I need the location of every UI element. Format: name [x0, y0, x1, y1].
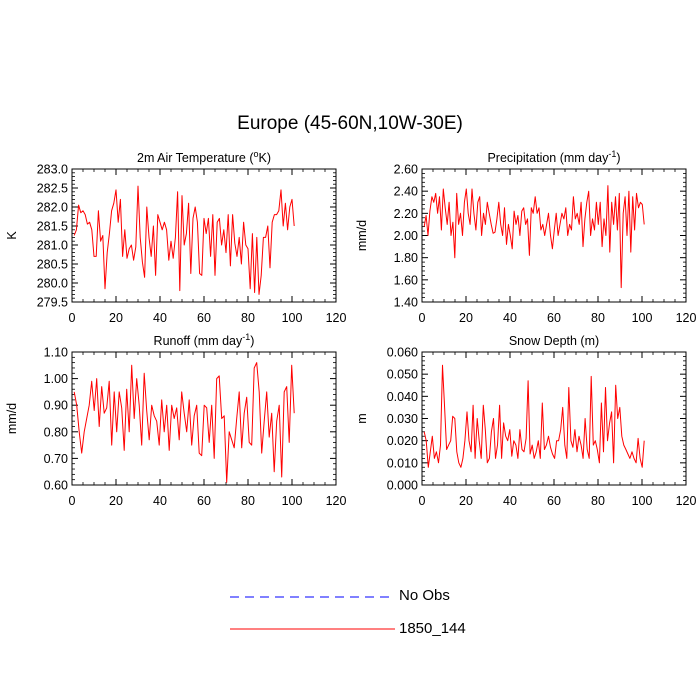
chart-title-main: Precipitation (mm day: [487, 151, 609, 165]
y-tick-label: 2.20: [394, 207, 418, 221]
y-tick-label: 281.5: [37, 220, 68, 234]
y-tick-label: 0.90: [44, 399, 68, 413]
chart-title: Runoff (mm day-1): [154, 332, 255, 348]
x-tick-label: 60: [197, 311, 211, 325]
y-tick-label: 282.5: [37, 182, 68, 196]
x-tick-label: 100: [632, 311, 653, 325]
x-tick-label: 60: [197, 494, 211, 508]
y-axis-label: mm/d: [355, 220, 369, 251]
x-tick-label: 60: [547, 311, 561, 325]
y-axis-label: mm/d: [5, 403, 19, 434]
x-tick-label: 0: [69, 494, 76, 508]
y-tick-label: 0.060: [387, 346, 418, 360]
chart-title-main: Runoff (mm day: [154, 334, 243, 348]
y-tick-label: 279.5: [37, 296, 68, 310]
y-tick-label: 2.00: [394, 229, 418, 243]
y-tick-label: 281.0: [37, 239, 68, 253]
y-tick-label: 2.60: [394, 163, 418, 177]
y-tick-label: 0.040: [387, 390, 418, 404]
x-tick-label: 20: [459, 494, 473, 508]
plot-frame: [71, 168, 337, 303]
series-line-1850_144: [73, 362, 295, 483]
chart-title-main: 2m Air Temperature (: [137, 151, 254, 165]
y-tick-label: 0.60: [44, 479, 68, 493]
chart-title-end: ): [616, 151, 620, 165]
y-tick-label: 0.030: [387, 412, 418, 426]
x-tick-label: 100: [632, 494, 653, 508]
y-tick-label: 0.020: [387, 434, 418, 448]
y-axis-label: K: [5, 231, 19, 240]
chart-title-end: ): [250, 334, 254, 348]
y-tick-label: 0.80: [44, 425, 68, 439]
chart-panel-3: 0 20 40 60 80 100 120 0.60 0.70 0.80 0.90 1.00 1.10 R…: [5, 332, 346, 508]
legend: [230, 596, 395, 630]
x-tick-label: 40: [153, 311, 167, 325]
x-tick-label: 80: [591, 494, 605, 508]
chart-title-end: K): [259, 151, 272, 165]
chart-panel-1: 0 20 40 60 80 100 120 279.5 280.0 280.5 281.0 281.5…: [5, 149, 346, 325]
x-tick-label: 100: [282, 494, 303, 508]
x-tick-label: 20: [459, 311, 473, 325]
series-line-1850_144: [73, 185, 295, 295]
x-tick-label: 120: [326, 494, 347, 508]
y-tick-label: 280.0: [37, 277, 68, 291]
x-tick-label: 20: [109, 311, 123, 325]
y-tick-label: 0.70: [44, 452, 68, 466]
y-axis-label: m: [355, 413, 369, 423]
series-line-1850_144: [423, 364, 645, 468]
y-tick-label: 0.050: [387, 368, 418, 382]
legend-label-no-obs: No Obs: [399, 587, 450, 604]
x-tick-label: 20: [109, 494, 123, 508]
x-tick-label: 120: [326, 311, 347, 325]
x-tick-label: 80: [241, 494, 255, 508]
x-tick-label: 80: [591, 311, 605, 325]
y-tick-label: 280.5: [37, 258, 68, 272]
x-tick-label: 0: [69, 311, 76, 325]
x-tick-label: 80: [241, 311, 255, 325]
chart-title: 2m Air Temperature (oK): [137, 149, 271, 165]
x-tick-label: 100: [282, 311, 303, 325]
x-tick-label: 0: [419, 311, 426, 325]
x-tick-label: 40: [153, 494, 167, 508]
x-tick-label: 120: [676, 311, 697, 325]
y-tick-label: 283.0: [37, 163, 68, 177]
y-tick-label: 0.000: [387, 479, 418, 493]
series-line-1850_144: [423, 185, 645, 289]
figure-title: Europe (45-60N,10W-30E): [237, 113, 463, 134]
x-tick-label: 60: [547, 494, 561, 508]
y-tick-label: 1.00: [44, 372, 68, 386]
y-tick-label: 1.60: [394, 273, 418, 287]
x-tick-label: 0: [419, 494, 426, 508]
chart-panel-4: 0 20 40 60 80 100 120 0.000 0.010 0.020 0.030 0.040…: [355, 334, 696, 508]
legend-label-1850-144: 1850_144: [399, 620, 466, 637]
x-tick-label: 40: [503, 311, 517, 325]
y-tick-label: 282.0: [37, 201, 68, 215]
y-tick-label: 1.40: [394, 296, 418, 310]
chart-panel-2: 0 20 40 60 80 100 120 1.40 1.60 1.80 2.00 2.20 2.40 2…: [355, 149, 696, 325]
chart-title-superscript: -1: [608, 149, 616, 159]
y-tick-label: 1.80: [394, 251, 418, 265]
x-tick-label: 120: [676, 494, 697, 508]
chart-title: Snow Depth (m): [509, 334, 599, 348]
chart-title: Precipitation (mm day-1): [487, 149, 620, 165]
y-tick-label: 1.10: [44, 346, 68, 360]
y-tick-label: 2.40: [394, 185, 418, 199]
x-tick-label: 40: [503, 494, 517, 508]
y-tick-label: 0.010: [387, 456, 418, 470]
chart-title-superscript: -1: [242, 332, 250, 342]
chart-title-main: Snow Depth (m): [509, 334, 599, 348]
chart-title-superscript: o: [253, 149, 258, 159]
